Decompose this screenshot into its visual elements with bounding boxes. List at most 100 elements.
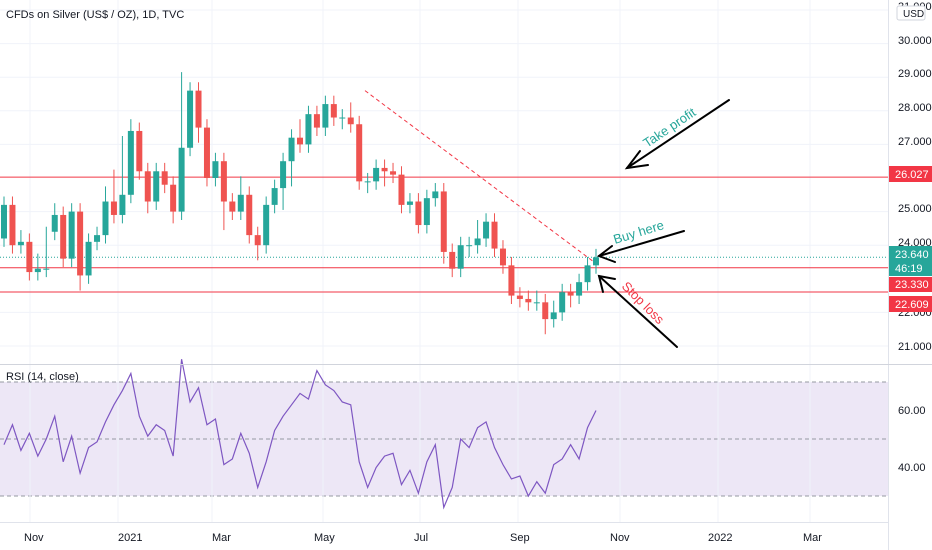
time-label: Nov [24,532,44,544]
candle-body [136,130,143,172]
time-label: Sep [510,532,530,544]
candle-body [119,194,126,215]
candle-body [322,104,329,128]
candle-body [195,90,202,128]
current-price-badge [889,246,932,276]
currency-label: USD [903,9,924,20]
candle-body [187,90,194,148]
candle-body [127,130,134,195]
candle-body [381,167,388,172]
candle-body [398,174,405,205]
candle-body [584,265,591,283]
candle-body [161,171,168,185]
candle-body [457,245,464,269]
candle-body [144,171,151,202]
time-label: Mar [803,532,822,544]
candle-body [330,104,337,118]
candle-body [516,295,523,299]
chart-title: CFDs on Silver (US$ / OZ), 1D, TVC [6,9,185,21]
candle-body [110,201,117,215]
candle-body [26,241,33,273]
candle-body [483,221,490,239]
candle-body [51,214,58,232]
current-price-label: 23.640 [895,249,929,261]
stop-loss-arrow [598,275,678,348]
candle-body [466,245,473,247]
rsi-line [3,359,597,510]
currency-label-box[interactable] [896,5,926,21]
candle-body [542,302,549,320]
candle-body [423,198,430,226]
stop-loss-label: Stop loss [619,279,668,328]
price-tick: 27.000 [898,136,932,148]
candle-body [271,188,278,205]
candle-body [60,214,67,259]
time-label: 2021 [118,532,142,544]
candle-body [415,201,422,226]
candle-body [474,238,481,246]
rsi-tick: 60.00 [898,405,926,417]
take-profit-badge-label: 26.027 [895,169,929,181]
candle-body [364,181,371,183]
candle-body [102,201,109,236]
stop-badge [889,296,932,312]
candle-body [178,147,185,212]
trendline [364,90,595,263]
candle-body [313,114,320,128]
buy-here-arrow [598,230,685,257]
price-tick: 28.000 [898,102,932,114]
candle-body [576,282,583,296]
candle-body [237,194,244,212]
candle-body [85,241,92,276]
candle-body [440,191,447,252]
time-label: 2022 [708,532,732,544]
candle-body [550,312,557,320]
candle-body [525,298,532,303]
price-tick: 25.000 [898,203,932,215]
candle-body [246,194,253,236]
time-label: Mar [212,532,231,544]
time-label: Jul [414,532,428,544]
candle-body [254,235,261,246]
candle-body [297,137,303,145]
candle-body [491,221,498,249]
candle-body [567,292,574,296]
entry-badge-label: 23.330 [895,279,929,291]
stop-badge-label: 22.609 [895,299,929,311]
candle-body [212,161,219,178]
countdown-label: 46:19 [895,263,923,275]
candle-body [449,251,456,269]
candle-body [533,302,540,304]
time-label: Nov [610,532,630,544]
candle-body [220,161,227,202]
candle-body [373,167,380,182]
candle-body [305,114,312,145]
candle-body [17,241,24,246]
price-tick: 30.000 [898,35,932,47]
buy-here-arrowhead [596,245,616,263]
candle-body [432,191,439,199]
candle-body [347,117,354,125]
candle-body [34,268,41,273]
stop-loss-arrowhead [597,274,616,293]
candle-body [263,204,270,246]
rsi-title: RSI (14, close) [6,371,79,383]
candle-body [1,204,7,239]
candle-body [406,201,413,205]
candle-body [153,171,160,202]
candle-body [499,248,506,266]
candle-body [280,161,287,189]
candle-body [229,201,236,212]
take-profit-badge [889,166,932,182]
candle-body [77,211,84,276]
take-profit-arrow [626,99,730,169]
candle-body [170,184,177,212]
candle-body [43,268,50,270]
candle-body [593,257,599,266]
candle-body [68,211,75,259]
candle-body [508,265,515,296]
candle-body [559,292,566,313]
candle-body [288,137,295,162]
candle-body [390,171,397,175]
price-tick: 21.000 [898,341,932,353]
